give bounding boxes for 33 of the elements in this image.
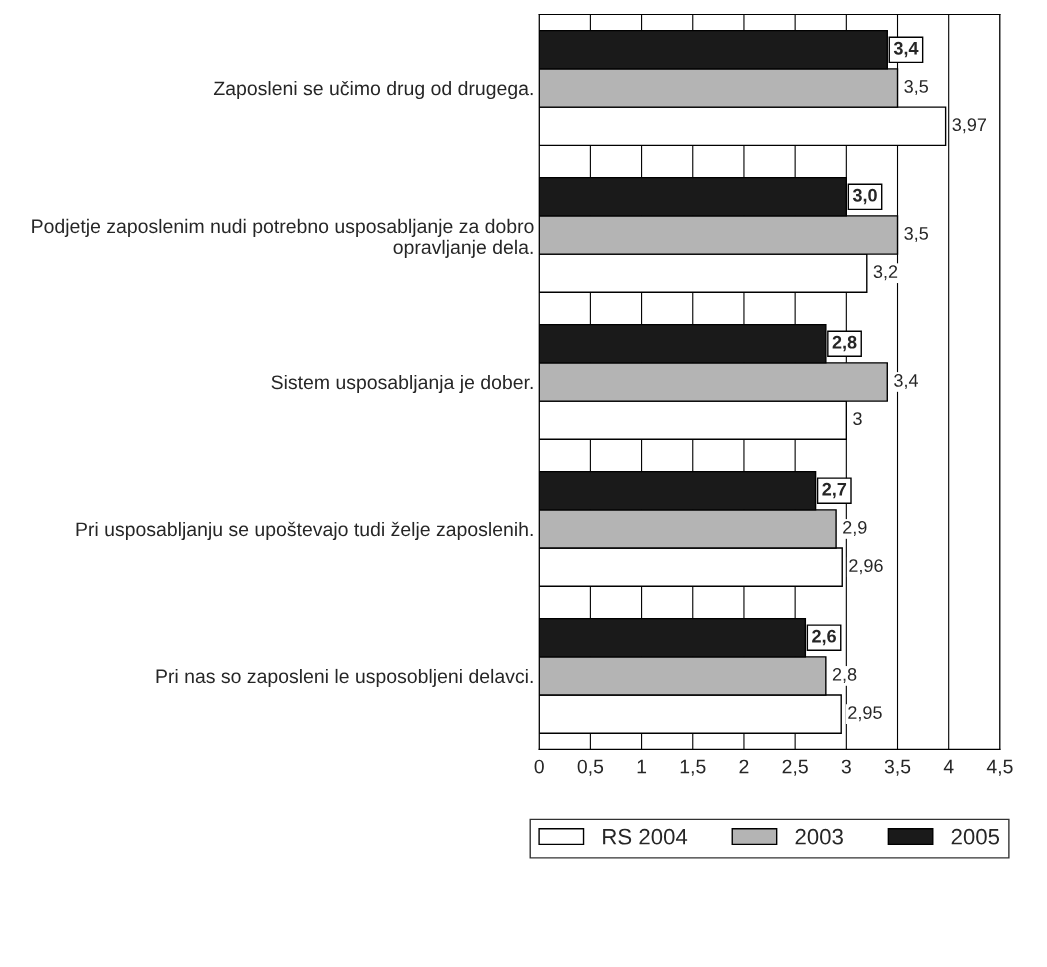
legend-label: RS 2004	[603, 828, 688, 845]
y-tick-label: Zaposleni se učimo drug od drugega.	[213, 80, 533, 100]
x-tick-label: 4,5	[986, 759, 1013, 776]
y-tick-label: Sistem usposabljanja je dober.	[271, 374, 533, 394]
x-tick-label: 3	[841, 759, 851, 774]
x-tick-label: 0	[534, 759, 544, 774]
data-label: 3,2	[873, 265, 898, 281]
x-tick-label: 1	[637, 759, 647, 774]
data-label: 2,8	[832, 667, 857, 683]
legend-label: 2005	[951, 828, 1000, 845]
data-label: 3,97	[952, 118, 986, 134]
data-label: 2,96	[849, 559, 883, 575]
x-tick-label: 2	[739, 759, 749, 774]
data-label: 2,7	[822, 482, 847, 499]
x-tick-label: 0,5	[577, 759, 604, 776]
data-label: 3,5	[904, 227, 928, 242]
x-tick-label: 1,5	[680, 759, 706, 776]
x-tick-label: 2,5	[782, 759, 808, 776]
data-label: 3,0	[852, 188, 877, 205]
data-label: 2,95	[848, 706, 882, 722]
x-tick-label: 4	[943, 759, 954, 774]
y-tick-label: Podjetje zaposlenim nudi potrebno usposabljanje za dobro opravljanje dela.	[32, 218, 534, 258]
data-label: 2,9	[843, 521, 867, 536]
data-label: 3,4	[894, 374, 918, 389]
data-label: 2,6	[812, 629, 836, 646]
x-tick-label: 3,5	[884, 759, 911, 776]
data-label: 2,8	[832, 335, 857, 352]
y-tick-label: Pri nas so zaposleni le usposobljeni delavci.	[156, 668, 533, 688]
data-label: 3	[853, 412, 862, 426]
data-label: 3,5	[904, 80, 928, 95]
data-label: 3,4	[893, 41, 919, 58]
y-tick-label: Pri usposabljanju se upoštevajo tudi želje zaposlenih.	[76, 521, 533, 541]
legend-label: 2003	[795, 828, 843, 845]
